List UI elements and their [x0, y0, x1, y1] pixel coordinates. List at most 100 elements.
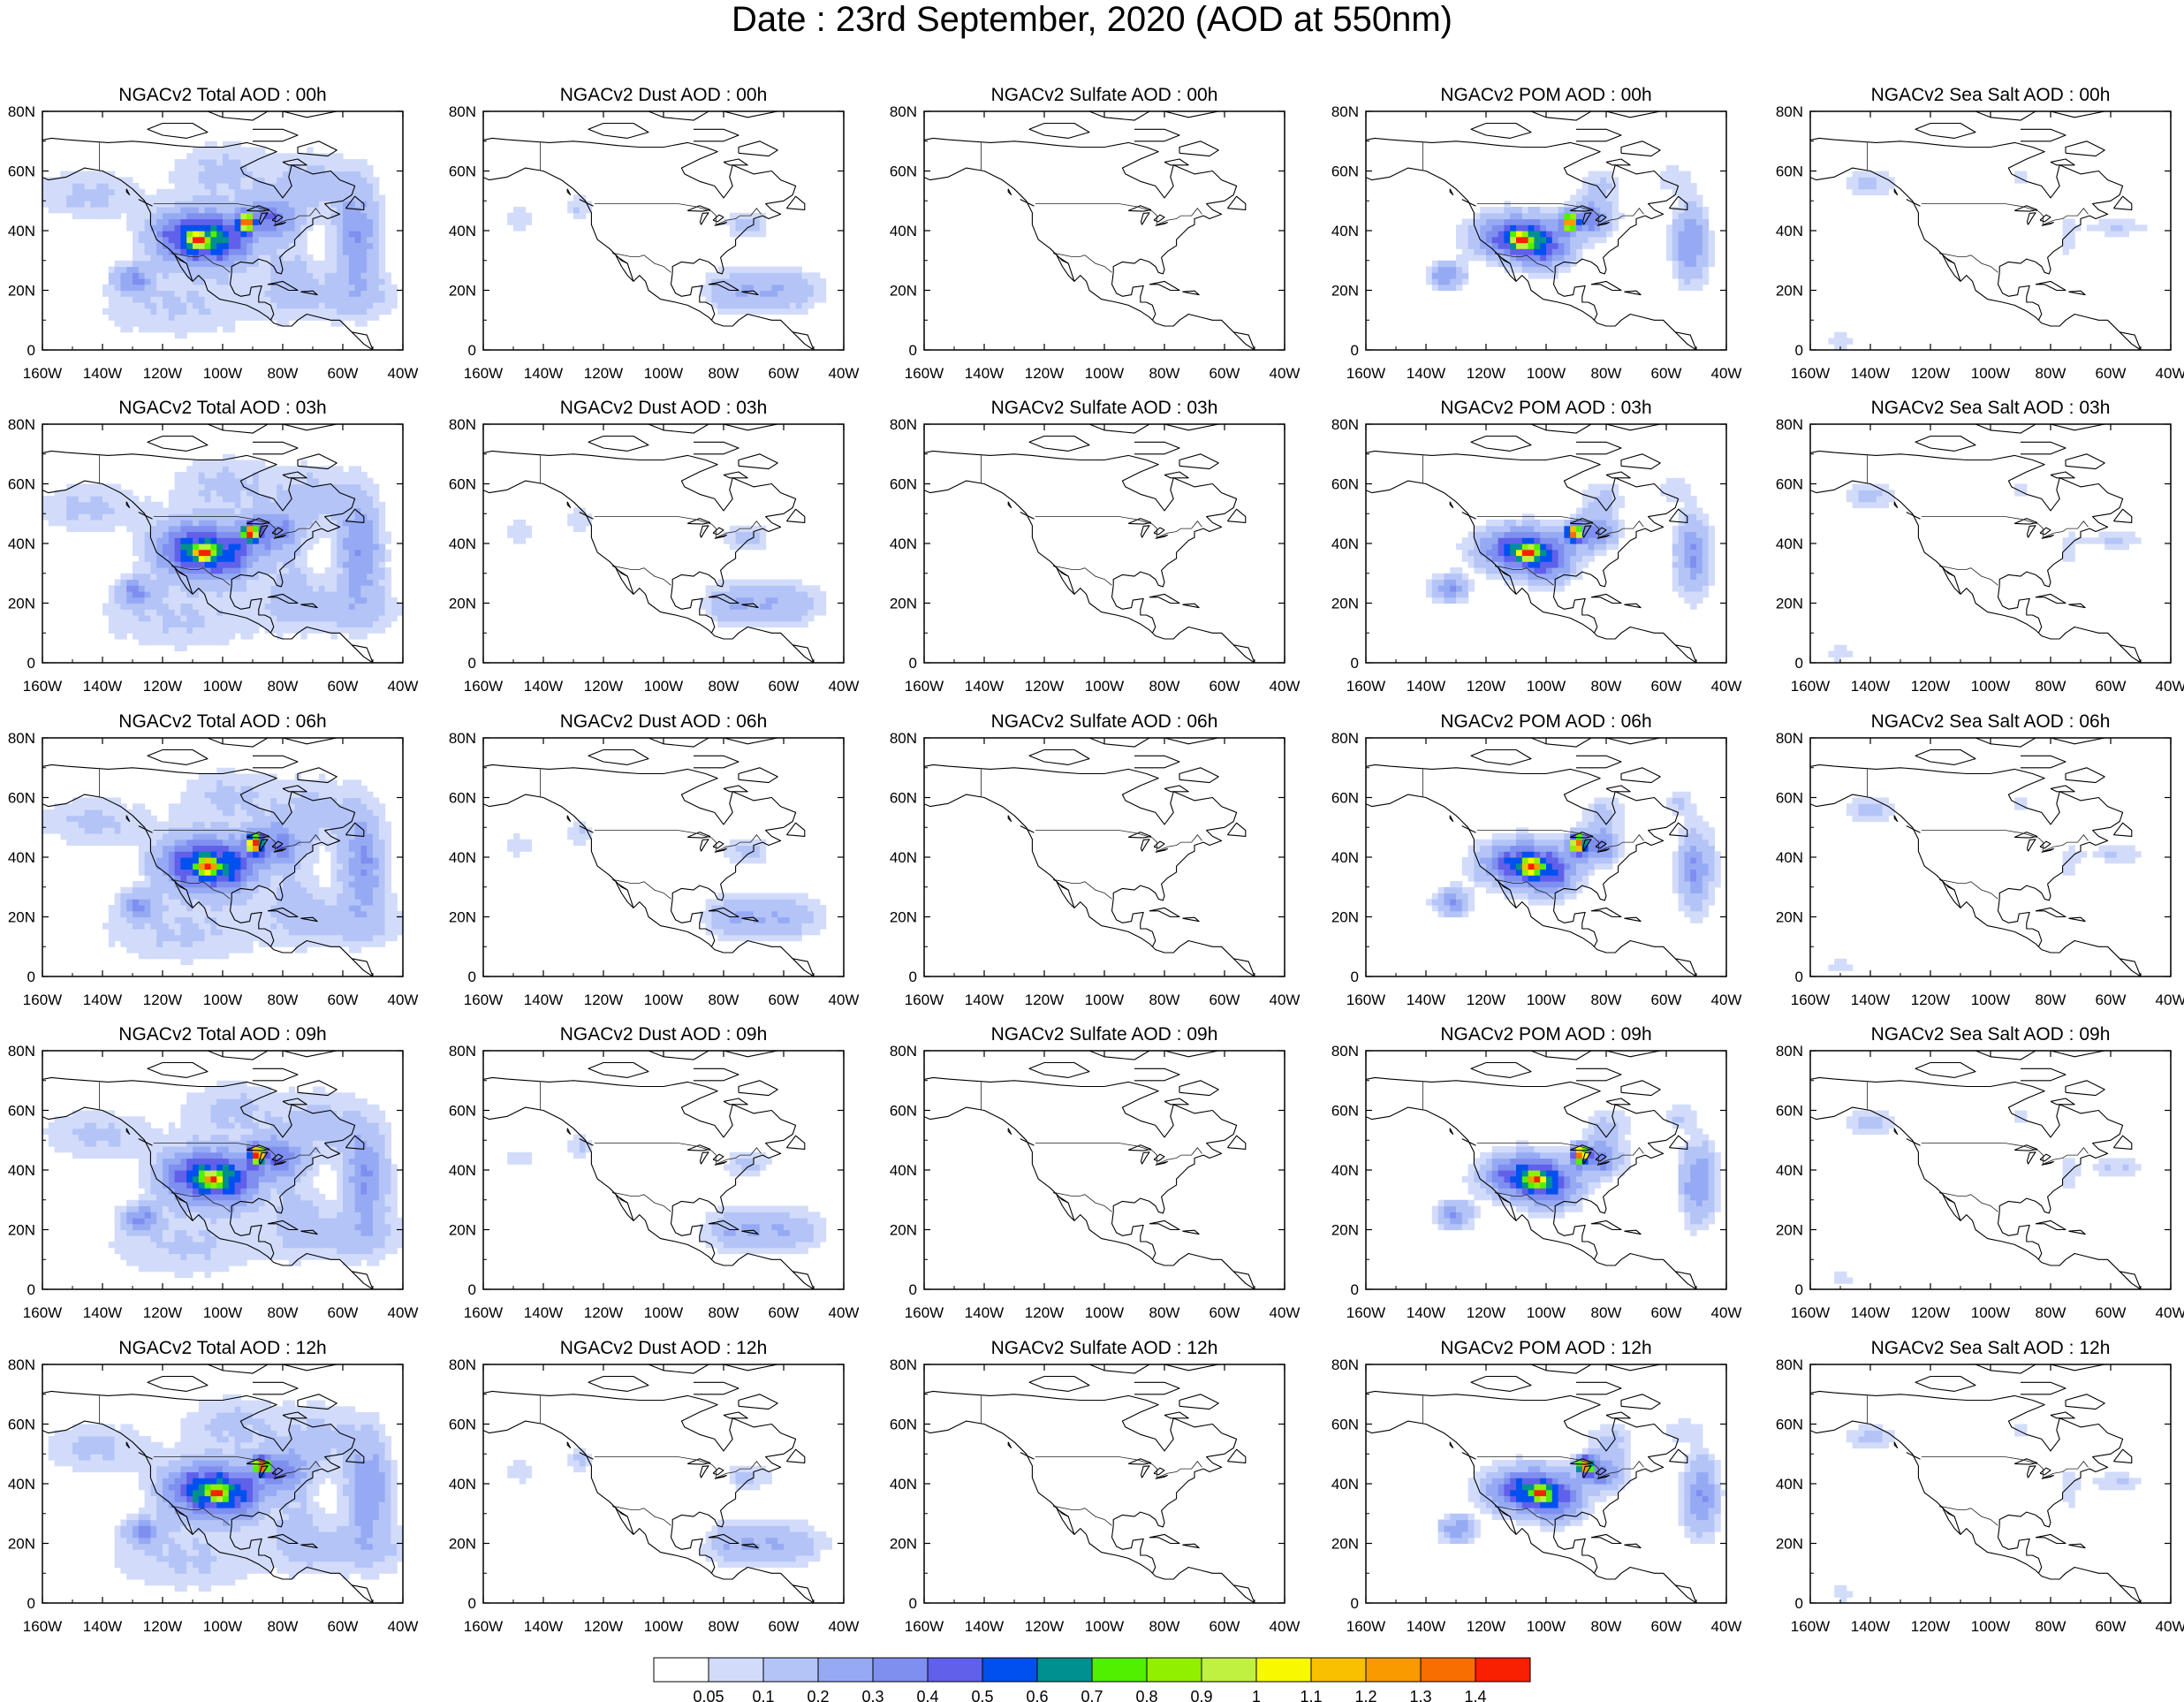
x-tick-label: 160W — [1791, 992, 1830, 1008]
map-panel: NGACv2 Sulfate AOD : 09h 160W 140W 120W 100W… — [890, 1024, 1301, 1321]
aod-field — [1810, 111, 2171, 350]
x-tick-label: 60W — [769, 678, 800, 695]
y-tick-label: 40N — [1331, 849, 1359, 866]
x-tick-label: 140W — [1407, 1304, 1445, 1321]
map-panel: NGACv2 Sea Salt AOD : 06h 160W 140W 120W 100… — [1776, 711, 2184, 1008]
x-tick-label: 80W — [2036, 1618, 2066, 1635]
map-panel: NGACv2 POM AOD : 06h 160W 140W 120W 100W 80W 6… — [1331, 711, 1742, 1008]
x-tick-label: 160W — [1346, 992, 1385, 1008]
x-tick-label: 160W — [905, 365, 944, 382]
political-borders — [540, 769, 762, 900]
x-tick-label: 140W — [965, 365, 1004, 382]
y-tick-label: 0 — [1795, 1281, 1803, 1298]
y-tick-label: 60N — [1331, 163, 1359, 180]
x-tick-label: 100W — [1085, 678, 1124, 695]
x-tick-label: 100W — [1085, 365, 1124, 382]
y-tick-label: 60N — [449, 1103, 476, 1120]
x-tick-label: 120W — [584, 1304, 623, 1321]
y-tick-label: 40N — [1776, 223, 1803, 239]
x-tick-label: 140W — [524, 1618, 563, 1635]
x-tick-label: 40W — [1270, 992, 1301, 1008]
x-tick-label: 100W — [1527, 992, 1566, 1008]
aod-field — [42, 424, 403, 663]
panel-title: NGACv2 POM AOD : 00h — [1440, 85, 1651, 105]
x-tick-label: 80W — [1591, 992, 1622, 1008]
aod-field — [42, 111, 403, 350]
political-borders — [540, 455, 762, 586]
x-tick-label: 40W — [388, 1618, 419, 1635]
y-tick-label: 20N — [890, 283, 917, 300]
x-tick-label: 140W — [1407, 365, 1445, 382]
political-borders — [1867, 1395, 2089, 1526]
y-tick-label: 0 — [909, 1281, 917, 1298]
political-borders — [540, 142, 762, 273]
x-tick-label: 60W — [2096, 678, 2127, 695]
x-tick-label: 120W — [1911, 678, 1950, 695]
map-panel: NGACv2 Sulfate AOD : 12h 160W 140W 120W 100W… — [890, 1338, 1301, 1635]
x-tick-label: 60W — [1210, 1618, 1240, 1635]
x-tick-label: 40W — [1711, 678, 1742, 695]
y-tick-label: 20N — [8, 1222, 35, 1239]
x-tick-label: 60W — [769, 1618, 800, 1635]
x-tick-label: 100W — [1971, 1304, 2010, 1321]
y-tick-label: 20N — [8, 283, 35, 300]
panel-title: NGACv2 Dust AOD : 03h — [560, 398, 768, 418]
x-tick-label: 160W — [464, 1304, 503, 1321]
x-tick-label: 60W — [2096, 1618, 2127, 1635]
x-tick-label: 100W — [1527, 1618, 1566, 1635]
y-tick-label: 80N — [1776, 1356, 1803, 1373]
political-borders — [1422, 769, 1644, 900]
x-tick-label: 100W — [203, 678, 242, 695]
x-tick-label: 60W — [328, 1304, 359, 1321]
y-tick-label: 40N — [1331, 223, 1359, 239]
y-tick-label: 80N — [1776, 103, 1803, 120]
y-tick-label: 80N — [449, 103, 476, 120]
x-tick-label: 120W — [1911, 1304, 1950, 1321]
panel-title: NGACv2 Sea Salt AOD : 12h — [1871, 1338, 2111, 1358]
y-tick-label: 0 — [468, 1281, 476, 1298]
political-borders — [1422, 1082, 1644, 1212]
political-borders — [1867, 769, 2089, 900]
y-tick-label: 40N — [1776, 536, 1803, 552]
x-tick-label: 40W — [1270, 365, 1301, 382]
y-tick-label: 80N — [8, 1043, 35, 1060]
coastlines — [483, 1051, 844, 1289]
x-tick-label: 100W — [1971, 1618, 2010, 1635]
x-tick-label: 80W — [1149, 678, 1180, 695]
y-tick-label: 0 — [1795, 969, 1803, 985]
x-tick-label: 60W — [328, 992, 359, 1008]
x-tick-label: 120W — [1467, 1618, 1505, 1635]
x-tick-label: 80W — [1591, 1618, 1622, 1635]
x-tick-label: 140W — [965, 678, 1004, 695]
y-tick-label: 0 — [909, 342, 917, 359]
x-tick-label: 100W — [203, 992, 242, 1008]
y-tick-label: 0 — [1351, 1595, 1359, 1612]
x-tick-label: 160W — [464, 365, 503, 382]
y-tick-label: 0 — [909, 655, 917, 672]
y-tick-label: 20N — [8, 596, 35, 612]
y-tick-label: 60N — [8, 1417, 35, 1433]
x-tick-label: 140W — [524, 365, 563, 382]
y-tick-label: 40N — [449, 223, 476, 239]
x-tick-label: 100W — [644, 365, 683, 382]
x-tick-label: 80W — [1149, 1618, 1180, 1635]
y-tick-label: 60N — [8, 1103, 35, 1120]
y-tick-label: 20N — [890, 596, 917, 612]
political-borders — [1422, 455, 1644, 586]
aod-field — [483, 424, 844, 663]
aod-field — [1810, 738, 2171, 976]
political-borders — [981, 769, 1202, 900]
x-tick-label: 100W — [644, 1618, 683, 1635]
x-tick-label: 120W — [1467, 365, 1505, 382]
y-tick-label: 60N — [8, 163, 35, 180]
political-borders — [1867, 142, 2089, 273]
x-tick-label: 140W — [1851, 365, 1890, 382]
y-tick-label: 60N — [1331, 1103, 1359, 1120]
aod-field — [1366, 1364, 1726, 1603]
map-panel: NGACv2 Sea Salt AOD : 03h 160W 140W 120W 100… — [1776, 398, 2184, 695]
x-tick-label: 160W — [464, 992, 503, 1008]
x-tick-label: 160W — [1791, 365, 1830, 382]
coastlines — [1810, 1051, 2171, 1289]
x-tick-label: 140W — [965, 1304, 1004, 1321]
y-tick-label: 0 — [1795, 1595, 1803, 1612]
